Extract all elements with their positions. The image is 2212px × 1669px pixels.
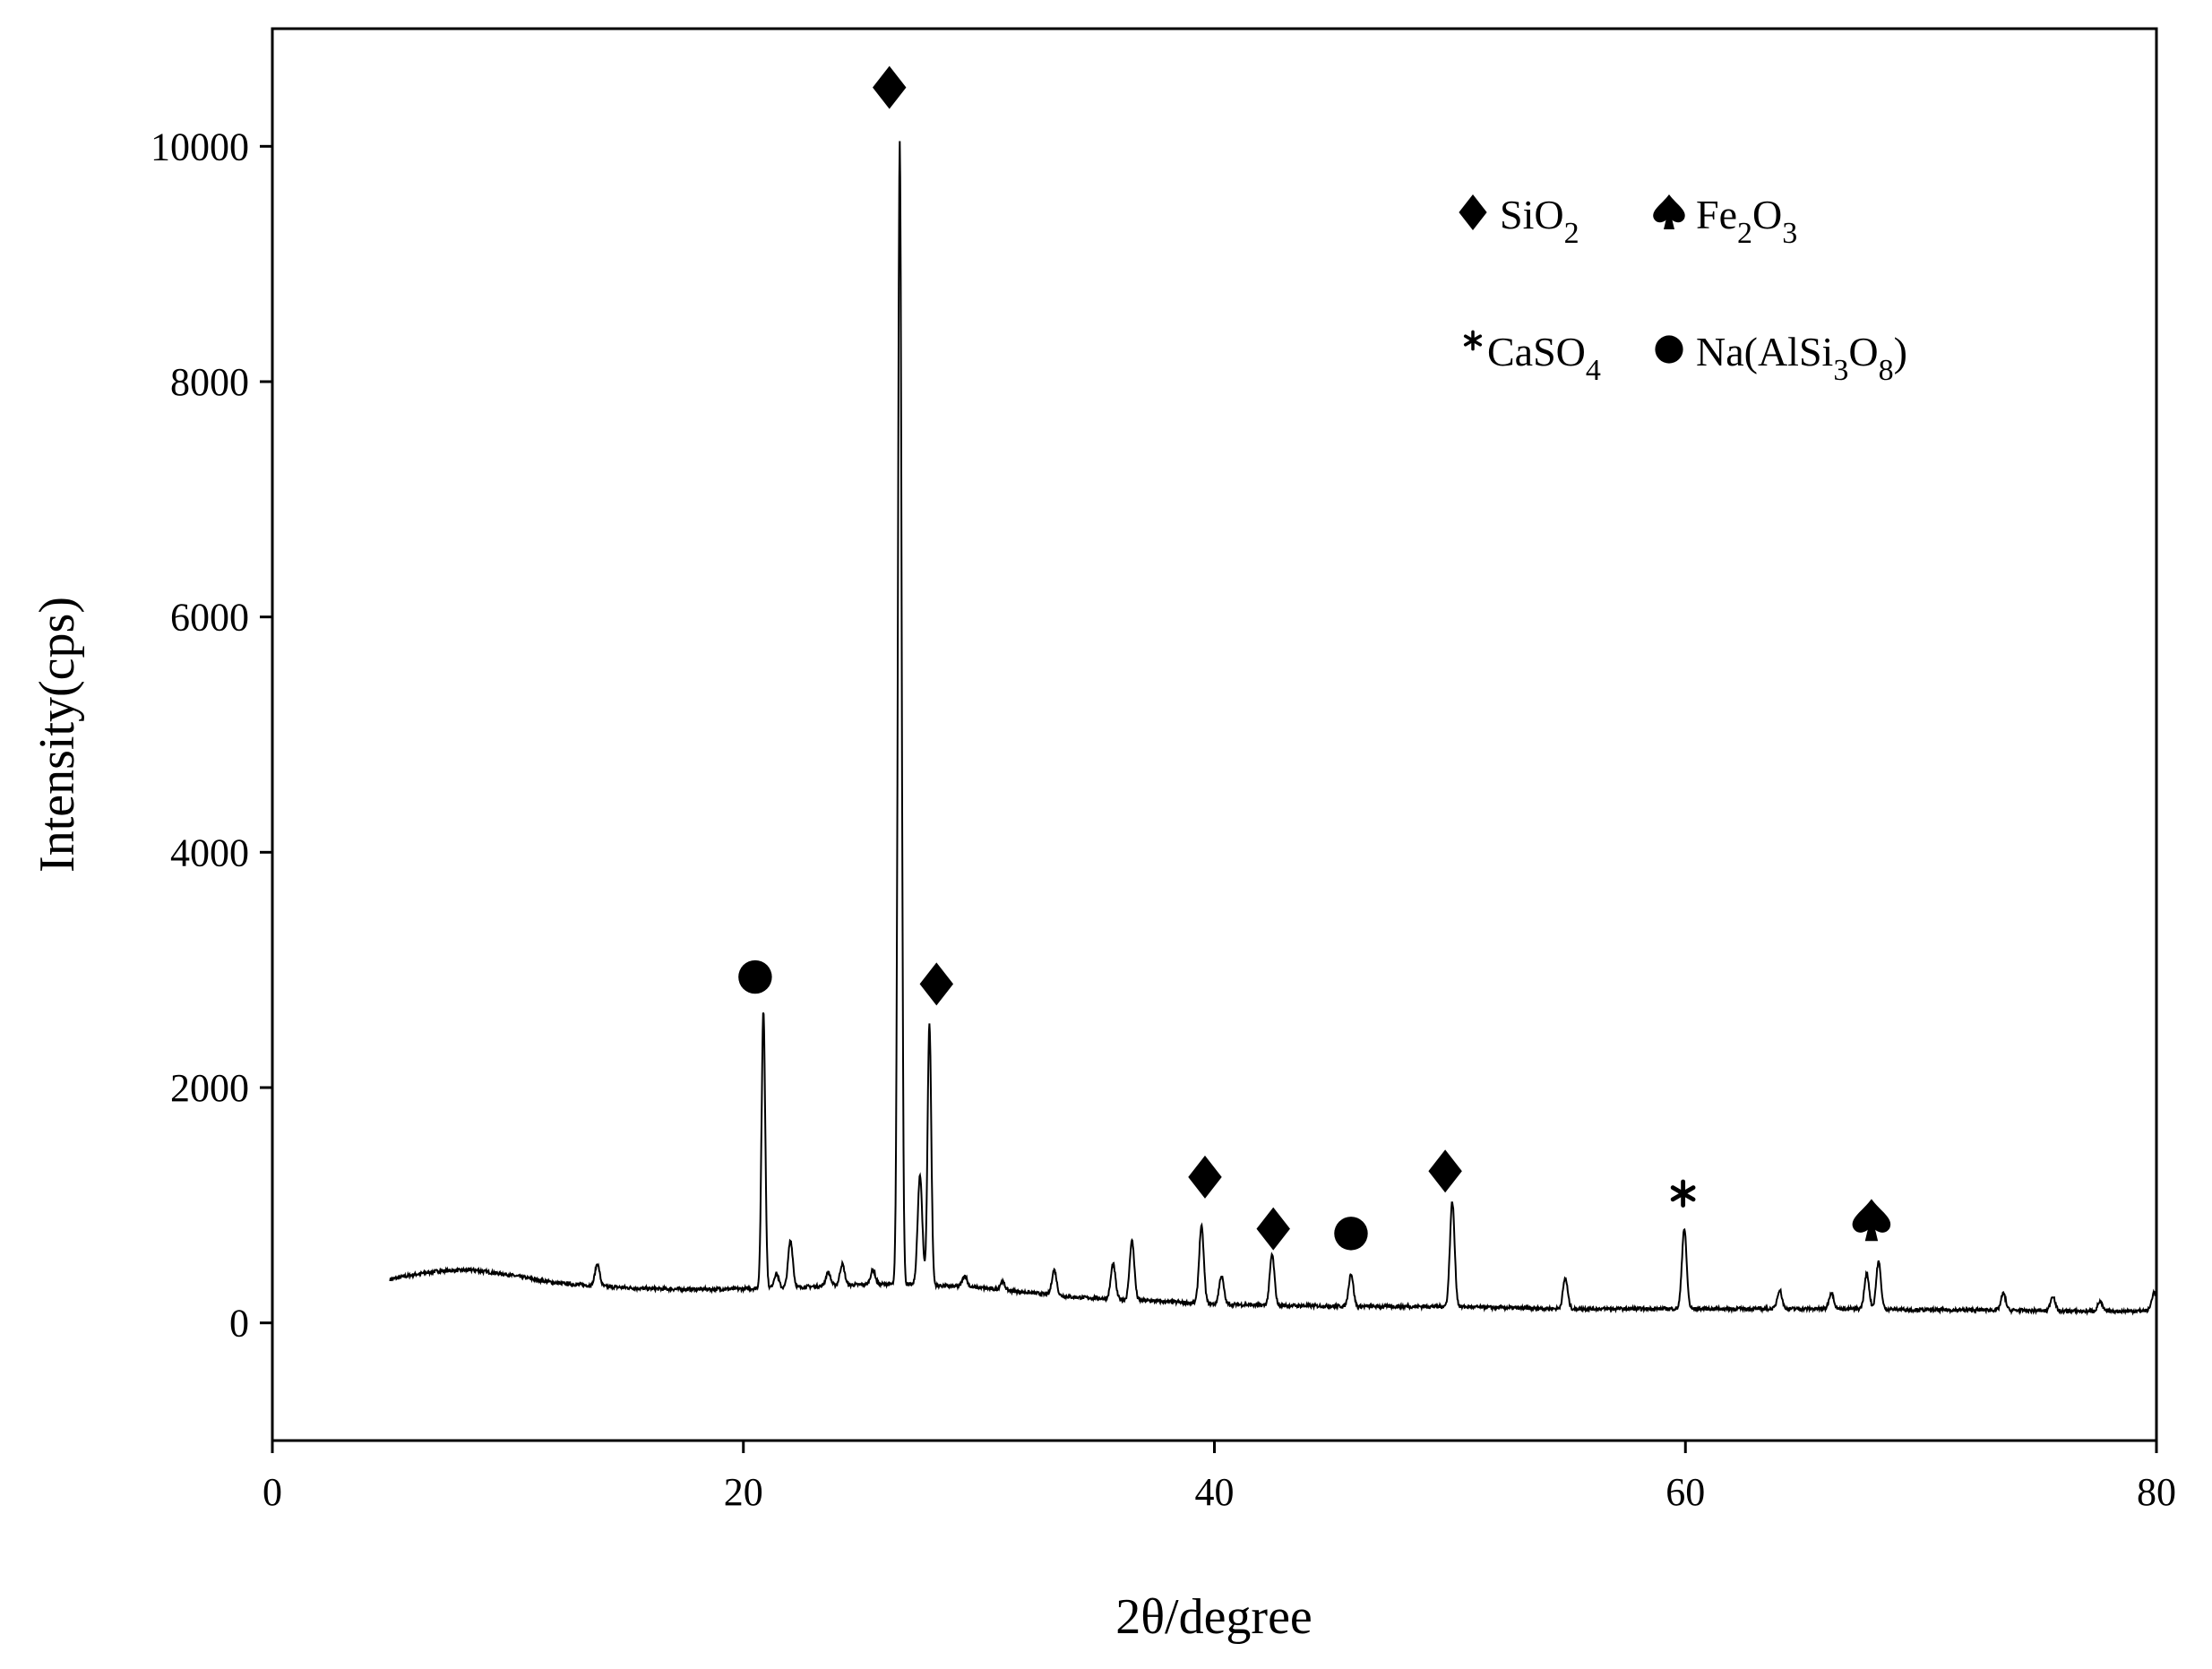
circle-icon xyxy=(1655,335,1683,364)
y-tick-label: 6000 xyxy=(170,596,249,640)
y-tick-label: 0 xyxy=(229,1302,249,1346)
peak-markers xyxy=(738,65,1891,1251)
circle-peak-marker xyxy=(738,959,772,994)
legend-label: Na(AlSi3O8) xyxy=(1696,329,1907,387)
diamond-peak-marker xyxy=(873,65,907,109)
spade-icon xyxy=(1653,194,1685,229)
x-tick-label: 60 xyxy=(1665,1470,1705,1514)
diamond-icon xyxy=(1459,194,1487,230)
legend-label: Fe2O3 xyxy=(1696,192,1797,250)
x-tick-label: 80 xyxy=(2137,1470,2176,1514)
xrd-pattern-line xyxy=(389,141,2157,1316)
diamond-peak-marker xyxy=(1256,1207,1290,1251)
legend-item: CaSO4 xyxy=(1463,329,1601,387)
x-axis-title: 2θ/degree xyxy=(1115,1589,1313,1645)
circle-peak-marker xyxy=(1334,1217,1368,1251)
x-tick-label: 20 xyxy=(724,1470,763,1514)
axis-ticks: 0 20 40 60 80 0 2000 4000 6000 8000 10000 xyxy=(151,125,2176,1514)
asterisk-peak-marker xyxy=(1670,1179,1696,1208)
y-tick-label: 2000 xyxy=(170,1066,249,1110)
diamond-peak-marker xyxy=(1428,1149,1462,1193)
legend-item: Fe2O3 xyxy=(1653,192,1797,250)
legend-label: SiO2 xyxy=(1500,192,1579,250)
y-tick-label: 10000 xyxy=(151,125,249,168)
y-tick-label: 4000 xyxy=(170,830,249,874)
legend-item: Na(AlSi3O8) xyxy=(1655,329,1907,387)
legend-item: SiO2 xyxy=(1459,192,1579,250)
diamond-peak-marker xyxy=(919,962,954,1006)
legend: SiO2 Fe2O3 CaSO4 Na(AlSi3O8) xyxy=(1459,192,1907,387)
legend-label: CaSO4 xyxy=(1487,329,1601,387)
spade-peak-marker xyxy=(1852,1199,1891,1242)
x-tick-label: 40 xyxy=(1195,1470,1235,1514)
diamond-peak-marker xyxy=(1188,1155,1222,1199)
asterisk-icon xyxy=(1463,330,1483,351)
x-tick-label: 0 xyxy=(263,1470,282,1514)
y-tick-label: 8000 xyxy=(170,360,249,404)
y-axis-title: Intensity(cps) xyxy=(30,597,85,873)
